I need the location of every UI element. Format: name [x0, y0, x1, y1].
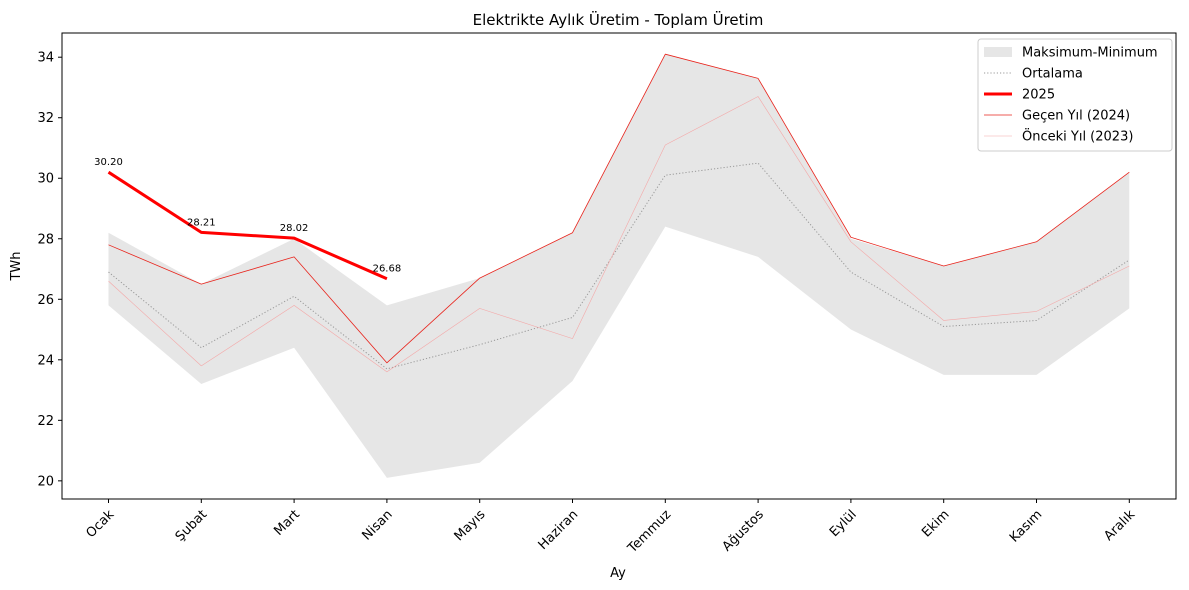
x-axis: Ocak Şubat Mart Nisan Mayıs Haziran Temmuz Ağus…	[83, 499, 1138, 557]
x-tick-label: Ağustos	[720, 507, 768, 555]
x-tick-label: Aralık	[1101, 507, 1138, 544]
y-axis-label: TWh	[9, 251, 24, 281]
y-tick-label: 22	[37, 414, 54, 429]
y-tick-label: 26	[37, 293, 54, 308]
x-tick-label: Eylül	[827, 507, 860, 540]
x-tick-label: Temmuz	[625, 507, 675, 557]
y-axis: 20 22 24 26 28 30 32 34	[37, 51, 62, 489]
min-max-band-layer	[108, 54, 1130, 478]
x-tick-label: Ekim	[919, 507, 952, 540]
data-label: 28.02	[280, 223, 309, 234]
legend-label: 2025	[1022, 88, 1055, 103]
data-label: 30.20	[94, 157, 123, 168]
x-tick-label: Ocak	[83, 507, 117, 541]
min-max-band	[108, 54, 1130, 478]
legend: Maksimum-Minimum Ortalama 2025 Geçen Yıl (2…	[977, 38, 1173, 152]
data-label-layer: 30.20 28.21 28.02 26.68	[94, 157, 401, 275]
series-line-2025	[107, 170, 388, 281]
y-tick-label: 28	[37, 232, 54, 247]
legend-swatch-maksimum-minimum	[984, 47, 1012, 57]
y-tick-label: 34	[37, 51, 54, 66]
x-tick-label: Şubat	[173, 507, 210, 544]
y-tick-label: 30	[37, 172, 54, 187]
legend-label: Geçen Yıl (2024)	[1022, 109, 1130, 124]
x-tick-label: Mayıs	[452, 507, 489, 544]
series-line-nceki-y-l-2023	[108, 96, 1130, 373]
legend-label: Maksimum-Minimum	[1022, 46, 1158, 61]
y-tick-label: 32	[37, 111, 54, 126]
series-layer	[107, 53, 1130, 373]
chart-title: Elektrikte Aylık Üretim - Toplam Üretim	[473, 10, 764, 29]
series-line-ge-en-y-l-2024	[108, 53, 1130, 364]
plot-frame	[61, 32, 1177, 500]
x-tick-label: Nisan	[359, 507, 395, 543]
x-tick-label: Kasım	[1007, 507, 1045, 545]
legend-frame	[977, 38, 1173, 152]
x-tick-label: Mart	[271, 507, 303, 539]
legend-label: Önceki Yıl (2023)	[1022, 128, 1133, 145]
y-tick-label: 24	[37, 353, 54, 368]
data-label: 28.21	[187, 217, 216, 228]
x-axis-label: Ay	[610, 566, 626, 581]
series-line-ortalama	[108, 162, 1130, 370]
legend-label: Ortalama	[1022, 67, 1083, 82]
x-tick-label: Haziran	[536, 507, 582, 553]
data-label: 26.68	[373, 264, 402, 275]
y-tick-label: 20	[37, 474, 54, 489]
